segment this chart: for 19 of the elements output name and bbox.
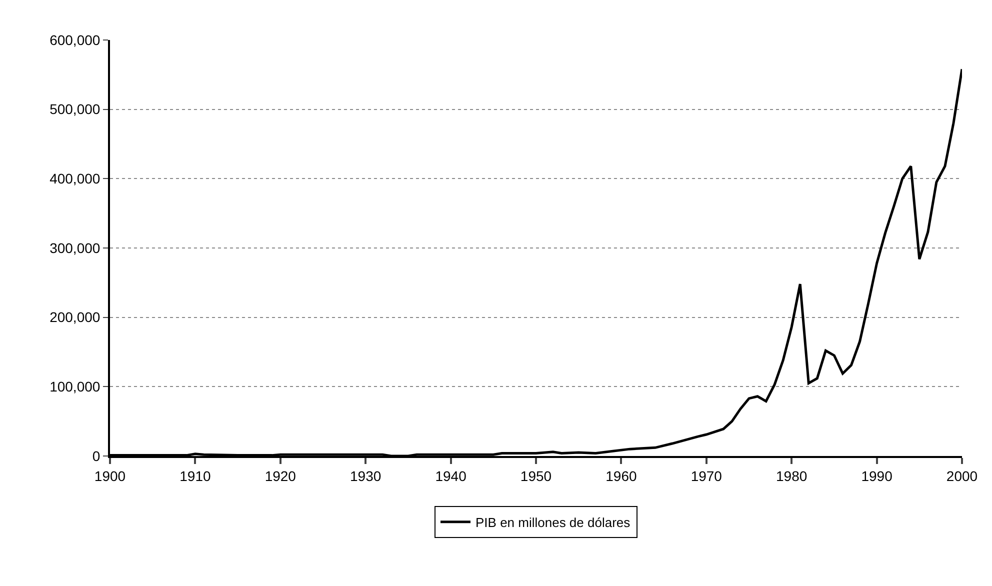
y-tick-label: 300,000 xyxy=(50,240,100,256)
x-tick-label: 1900 xyxy=(94,468,126,484)
x-tick-label: 1950 xyxy=(520,468,552,484)
x-tick-label: 1910 xyxy=(180,468,211,484)
y-tick-label: 200,000 xyxy=(50,309,100,326)
x-tick-label: 1940 xyxy=(435,468,467,484)
y-tick-label: 500,000 xyxy=(50,101,100,118)
y-tick-label: 400,000 xyxy=(50,170,100,187)
x-tick-label: 1980 xyxy=(776,468,808,484)
x-tick-label: 2000 xyxy=(946,468,978,484)
y-tick-label: 0 xyxy=(92,448,100,464)
x-tick-label: 1990 xyxy=(861,468,893,484)
y-tick-label: 100,000 xyxy=(50,378,100,395)
x-tick-label: 1960 xyxy=(606,468,637,484)
x-tick-label: 1930 xyxy=(350,468,382,484)
x-tick-label: 1920 xyxy=(264,468,296,484)
y-tick-label: 600,000 xyxy=(50,32,100,48)
legend-label: PIB en millones de dólares xyxy=(476,514,631,530)
x-tick-label: 1970 xyxy=(690,468,722,484)
